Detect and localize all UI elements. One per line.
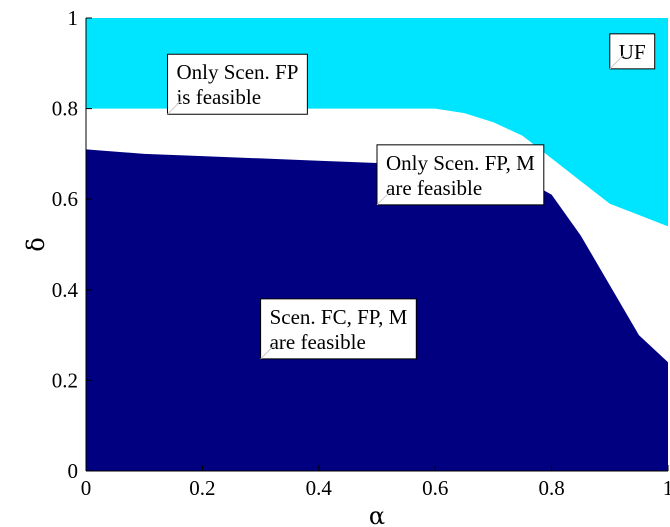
y-tick-label: 0.4 [52,278,79,302]
y-axis-label: δ [22,237,50,251]
y-tick-label: 0 [68,459,79,483]
axes [85,18,668,472]
annotation-text: Scen. FC, FP, M [270,305,408,329]
annotation-box [376,144,545,206]
y-tick-label: 0.2 [52,368,78,392]
annotation-corner-mark [609,54,625,70]
annotation-text: Only Scen. FP [176,60,298,84]
x-axis-label: α [369,502,385,527]
x-tick-label: 0 [81,476,92,500]
x-tick-label: 0.6 [422,476,448,500]
annotation-box [609,33,656,70]
y-tick-label: 1 [68,6,79,30]
x-tick-label: 0.8 [538,476,564,500]
annotation-corner-mark [167,99,182,115]
annotation-box [260,298,417,360]
ticks: 0 0.2 0.4 0.6 0.8 1 0 0.2 0.4 0.6 0.8 1 [52,6,670,500]
y-tick-label: 0.8 [52,97,78,121]
y-tick-label: 0.6 [52,187,78,211]
annotation-corner-mark [376,190,392,206]
annotation-box [166,53,308,115]
annotation-text: Only Scen. FP, M [386,151,535,175]
annotation-corner-mark [260,344,275,360]
x-tick-label: 0.4 [306,476,333,500]
annotation-text: UF [619,40,646,64]
annotation-text: are feasible [386,176,482,200]
annotation-uf: UF [609,33,656,70]
x-tick-label: 0.2 [189,476,215,500]
x-tick-label: 1 [663,476,670,500]
annotation-text: is feasible [176,85,261,109]
annotation-text: are feasible [270,330,366,354]
